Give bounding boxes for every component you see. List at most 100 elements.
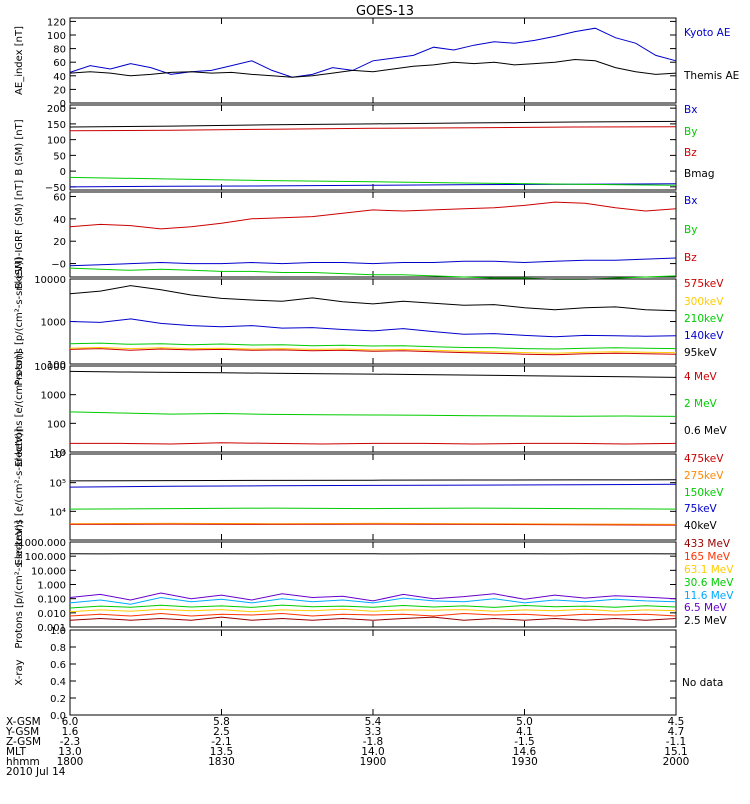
legend-label: 150keV [684,487,724,499]
series-line-0.6-mev [70,371,676,377]
legend-label: Kyoto AE [684,27,730,39]
legend-label: 75keV [684,503,718,515]
y-tick-label: 10000 [34,275,66,286]
series-line-165-mev [70,614,676,617]
y-tick-label: 100 [47,31,66,42]
legend-label: 433 MeV [684,538,731,550]
y-tick-label: 200 [47,104,66,115]
legend-label: 2.5 MeV [684,615,728,627]
ephemeris-value: 1900 [360,756,387,768]
series-line-150kev [70,508,676,509]
y-tick-label: 10⁴ [49,507,66,518]
y-tick-label: 60 [53,58,66,69]
series-line-themis-ae [70,60,676,78]
legend-label: 2 MeV [684,398,718,410]
y-axis-label: AE_index [nT] [14,26,25,95]
y-tick-label: 10⁶ [49,450,66,461]
legend-label: Themis AE [683,70,739,82]
y-axis-label: X-ray [14,659,25,685]
legend-label: 275keV [684,470,724,482]
y-tick-label: 40 [53,72,66,83]
y-tick-label: 50 [53,151,66,162]
y-axis-label: Protons [p/(cm²-s-sr-keV)] [14,520,25,648]
series-line-4-mev [70,443,676,444]
legend-label: 4 MeV [684,371,718,383]
legend-label: Bz [684,147,697,159]
legend-label: Bx [684,195,697,207]
y-tick-label: 100.000 [25,552,66,563]
xray-no-data-label: No data [682,677,723,689]
y-axis-label: B (SM) [nT] [14,119,25,175]
series-line-kyoto-ae [70,28,676,77]
series-line-63.1-mev [70,609,676,612]
y-tick-label: 0.100 [37,595,66,606]
legend-label: 475keV [684,453,724,465]
y-tick-label: 150 [47,120,66,131]
y-tick-label: 20 [53,237,66,248]
panel-frame [70,366,676,452]
y-tick-label: 0.4 [50,677,66,688]
series-line-433-mev [70,617,676,620]
panel-8: 0.00.20.40.60.81.0X-ray [14,626,676,722]
legend-label: Bz [684,252,697,264]
y-tick-label: −0 [51,260,66,271]
panel-frame [70,630,676,715]
legend-label: 40keV [684,520,718,532]
y-tick-label: 120 [47,17,66,28]
y-tick-label: 0 [60,167,66,178]
legend-label: 140keV [684,330,724,342]
y-tick-label: 60 [53,192,66,203]
y-tick-label: 1.000 [37,581,66,592]
y-tick-label: 40 [53,215,66,226]
panel-frame [70,454,676,540]
panel-frame [70,105,676,190]
series-line-bmag [70,121,676,127]
y-tick-label: 1000 [41,391,66,402]
series-line-bx [70,258,676,266]
date-label: 2010 Jul 14 [6,766,66,778]
legend-label: Bx [684,104,697,116]
y-tick-label: 10.000 [31,566,66,577]
legend-label: 63.1 MeV [684,564,734,576]
legend-label: 30.6 MeV [684,577,734,589]
y-tick-label: 20 [53,85,66,96]
legend-label: Bmag [684,168,715,180]
series-line-bz [70,127,676,131]
legend-label: 210keV [684,313,724,325]
series-line-95kev [70,286,676,311]
y-tick-label: 100 [47,419,66,430]
y-tick-label: 10⁵ [49,479,66,490]
y-tick-label: 80 [53,45,66,56]
ephemeris-value: 2000 [663,756,690,768]
series-line-75kev [70,484,676,487]
ephemeris-value: 1830 [208,756,235,768]
y-tick-label: 0.2 [50,694,66,705]
y-tick-label: 0.8 [50,643,66,654]
legend-label: 165 MeV [684,551,731,563]
legend-label: 95keV [684,347,718,359]
series-line-2-mev [70,412,676,417]
series-line-30.6-mev [70,605,676,608]
legend-label: 300keV [684,296,724,308]
y-tick-label: 1000.000 [18,538,66,549]
series-line-140kev [70,319,676,337]
y-tick-label: 0.6 [50,660,66,671]
y-tick-label: 0.010 [37,609,66,620]
y-tick-label: 100 [47,136,66,147]
series-line-6.5-mev [70,593,676,601]
legend-label: By [684,224,697,236]
legend-label: 6.5 MeV [684,602,728,614]
panel-frame [70,192,676,277]
legend-label: 11.6 MeV [684,590,734,602]
legend-label: 575keV [684,278,724,290]
ephemeris-value: 1930 [511,756,538,768]
legend-label: By [684,126,697,138]
y-tick-label: 10000 [34,362,66,373]
series-line-bz [70,202,676,229]
